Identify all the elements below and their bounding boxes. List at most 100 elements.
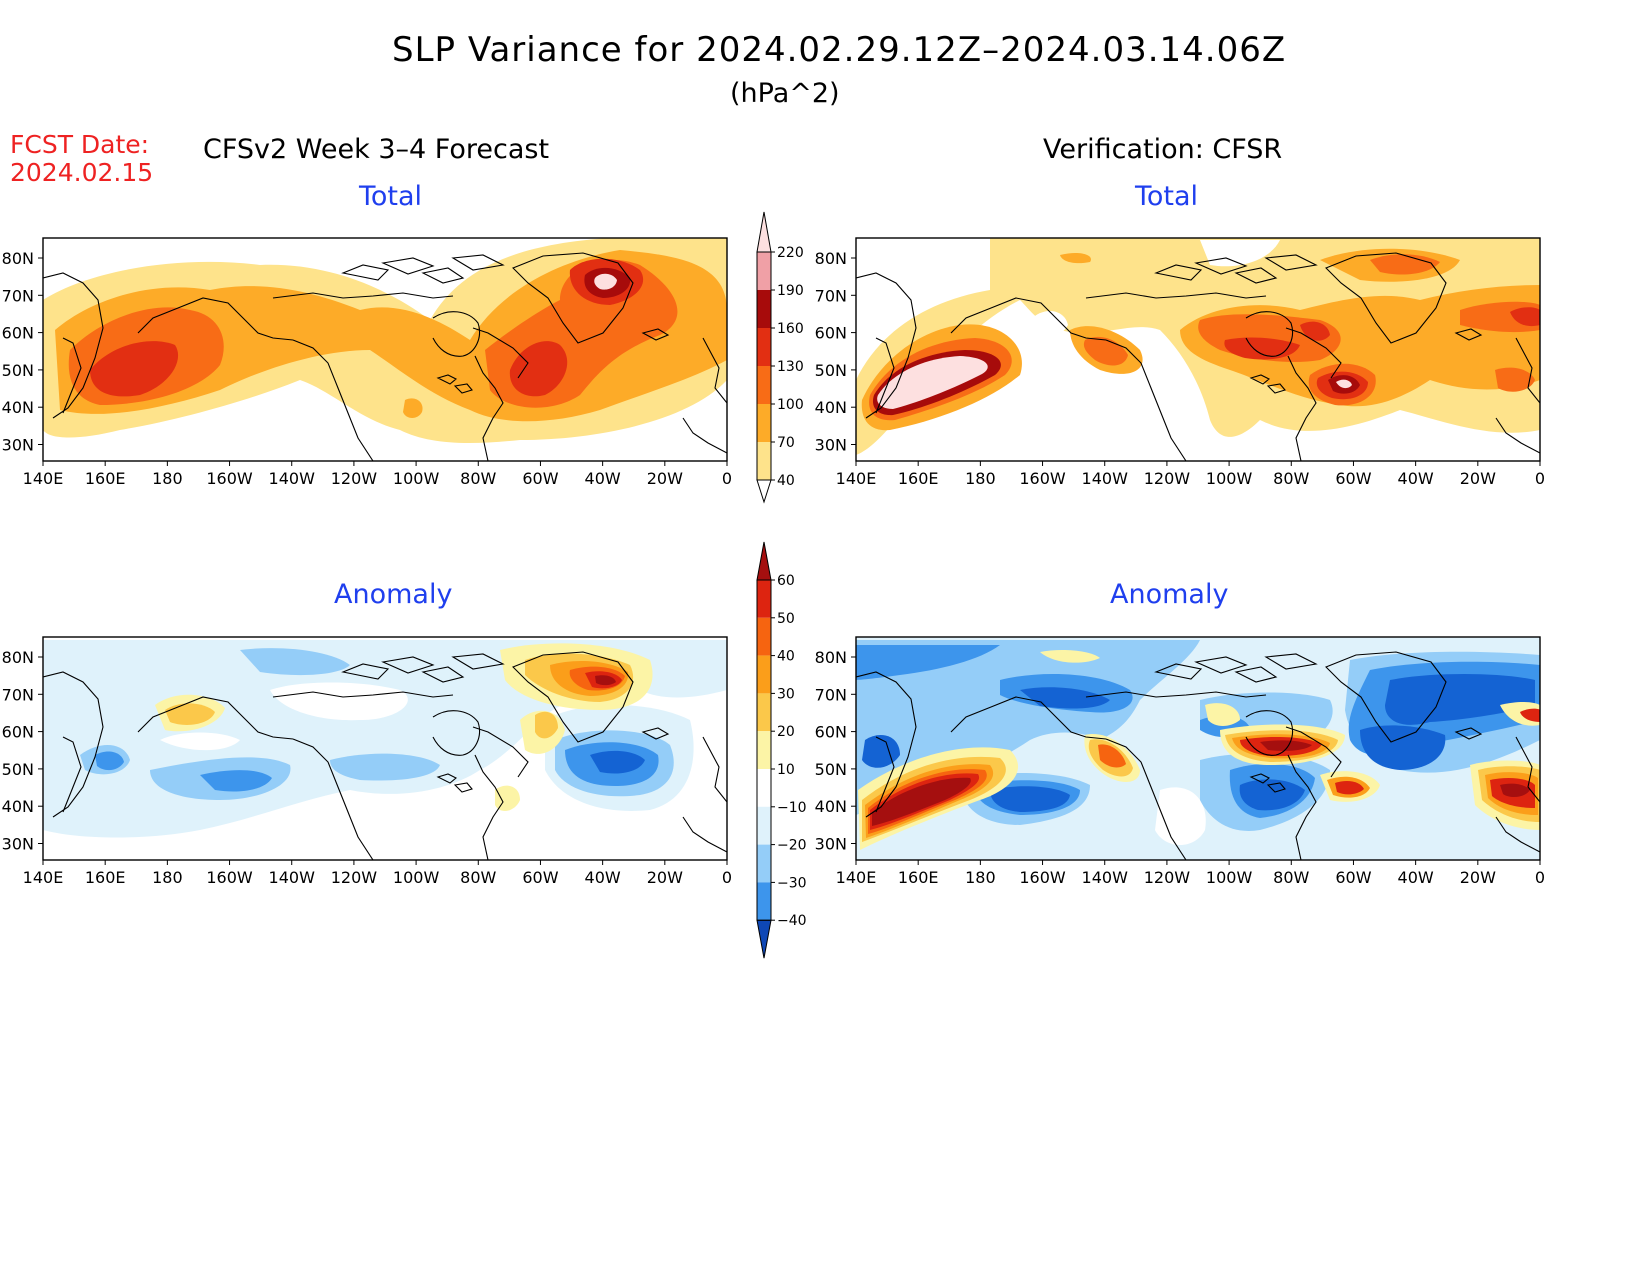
lon-tick-label: 80W xyxy=(1273,868,1309,887)
lon-tick-label: 100W xyxy=(1206,868,1253,887)
colorbar-segment xyxy=(757,366,771,404)
colorbar-tick-label: −10 xyxy=(777,800,807,816)
colorbar-segment xyxy=(757,252,771,290)
lon-tick-label: 20W xyxy=(647,469,683,488)
colorbar-segment xyxy=(757,617,771,656)
lon-tick-label: 120W xyxy=(331,868,378,887)
colorbar-segment xyxy=(757,844,771,883)
lon-tick-label: 180 xyxy=(152,469,183,488)
lon-tick-label: 140E xyxy=(836,469,877,488)
lon-tick-label: 40W xyxy=(1398,868,1434,887)
lat-tick-label: 70N xyxy=(2,286,34,305)
colorbar-tick-label: −30 xyxy=(777,875,807,891)
lat-tick-label: 80N xyxy=(2,648,34,667)
colorbar-upper-extension xyxy=(756,541,772,581)
lat-tick-label: 30N xyxy=(2,835,34,854)
lon-tick-label: 60W xyxy=(1335,469,1371,488)
lon-tick-label: 80W xyxy=(1273,469,1309,488)
panel-title-forecast-anomaly: Anomaly xyxy=(334,579,453,610)
colorbar-segment xyxy=(757,655,771,694)
colorbar-tick-label: 100 xyxy=(777,397,804,413)
lat-tick-label: 40N xyxy=(2,797,34,816)
lat-tick-label: 30N xyxy=(815,835,847,854)
colorbar-tick-label: 60 xyxy=(777,573,795,589)
colorbar-segment xyxy=(757,290,771,328)
units-label: (hPa^2) xyxy=(730,78,840,109)
lon-tick-label: 180 xyxy=(965,868,996,887)
lon-tick-label: 160E xyxy=(898,868,939,887)
lon-tick-label: 60W xyxy=(522,469,558,488)
fcst-date-label: FCST Date: xyxy=(10,130,150,159)
lon-tick-label: 140W xyxy=(269,469,316,488)
lon-tick-label: 20W xyxy=(647,868,683,887)
lon-tick-label: 20W xyxy=(1460,469,1496,488)
lon-tick-label: 0 xyxy=(1535,469,1545,488)
colorbar-segment xyxy=(757,731,771,769)
lat-tick-label: 60N xyxy=(2,723,34,742)
colorbar-segment xyxy=(757,806,771,845)
lat-tick-label: 50N xyxy=(815,361,847,380)
colorbar-tick-label: −20 xyxy=(777,838,807,854)
lon-tick-label: 120W xyxy=(1144,469,1191,488)
lat-tick-label: 50N xyxy=(815,760,847,779)
lat-tick-label: 80N xyxy=(2,249,34,268)
lon-tick-label: 140E xyxy=(23,868,64,887)
colorbar-tick-label: 30 xyxy=(777,686,795,702)
forecast-column-title: CFSv2 Week 3–4 Forecast xyxy=(203,134,550,165)
colorbar-tick-label: 130 xyxy=(777,359,804,375)
lat-tick-label: 40N xyxy=(2,398,34,417)
colorbar-tick-label: 70 xyxy=(777,435,795,451)
colorbar-segment xyxy=(757,693,771,732)
lon-tick-label: 80W xyxy=(460,469,496,488)
lon-tick-label: 40W xyxy=(585,469,621,488)
lon-tick-label: 140W xyxy=(1082,868,1129,887)
lat-tick-label: 70N xyxy=(815,685,847,704)
lat-tick-label: 40N xyxy=(815,797,847,816)
colorbar-segment xyxy=(757,442,771,480)
map-forecast-anomaly xyxy=(42,636,728,861)
lon-tick-label: 160E xyxy=(85,868,126,887)
lon-tick-label: 160E xyxy=(85,469,126,488)
lon-tick-label: 40W xyxy=(1398,469,1434,488)
lon-tick-label: 120W xyxy=(1144,868,1191,887)
lat-tick-label: 30N xyxy=(815,436,847,455)
colorbar-tick-label: 50 xyxy=(777,611,795,627)
lon-tick-label: 40W xyxy=(585,868,621,887)
colorbar-tick-label: 40 xyxy=(777,649,795,665)
colorbar-tick-label: 220 xyxy=(777,245,804,261)
lon-tick-label: 160W xyxy=(206,469,253,488)
verification-column-title: Verification: CFSR xyxy=(1043,134,1283,165)
colorbar-segment xyxy=(757,882,771,921)
lon-tick-label: 140E xyxy=(836,868,877,887)
lon-tick-label: 120W xyxy=(331,469,378,488)
colorbar-tick-label: 190 xyxy=(777,283,804,299)
lon-tick-label: 20W xyxy=(1460,868,1496,887)
colorbar-total: 40 70 100 130 160 190 220 xyxy=(756,211,804,504)
lon-tick-label: 180 xyxy=(152,868,183,887)
lat-tick-label: 40N xyxy=(815,398,847,417)
lon-tick-label: 80W xyxy=(460,868,496,887)
axis-labels: 140E 160E 180 160W 140W 120W 100W 80W 60W 40W 20W 0… xyxy=(2,249,1545,887)
lat-tick-label: 80N xyxy=(815,249,847,268)
lon-tick-label: 0 xyxy=(722,868,732,887)
lat-tick-label: 60N xyxy=(815,324,847,343)
lon-tick-label: 0 xyxy=(722,469,732,488)
main-title: SLP Variance for 2024.02.29.12Z–2024.03.… xyxy=(392,30,1287,70)
colorbar-tick-label: 160 xyxy=(777,321,804,337)
lon-tick-label: 160W xyxy=(206,868,253,887)
colorbar-tick-label: 40 xyxy=(777,473,795,489)
lon-tick-label: 100W xyxy=(393,469,440,488)
panel-title-forecast-total: Total xyxy=(359,181,423,212)
map-forecast-total xyxy=(42,237,728,462)
lon-tick-label: 160E xyxy=(898,469,939,488)
lon-tick-label: 140W xyxy=(269,868,316,887)
lat-tick-label: 30N xyxy=(2,436,34,455)
panel-title-verification-anomaly: Anomaly xyxy=(1110,579,1229,610)
colorbar-segment xyxy=(757,404,771,442)
lon-tick-label: 160W xyxy=(1019,469,1066,488)
lat-tick-label: 50N xyxy=(2,361,34,380)
colorbar-segment xyxy=(757,769,771,807)
lon-tick-label: 60W xyxy=(522,868,558,887)
lat-tick-label: 50N xyxy=(2,760,34,779)
